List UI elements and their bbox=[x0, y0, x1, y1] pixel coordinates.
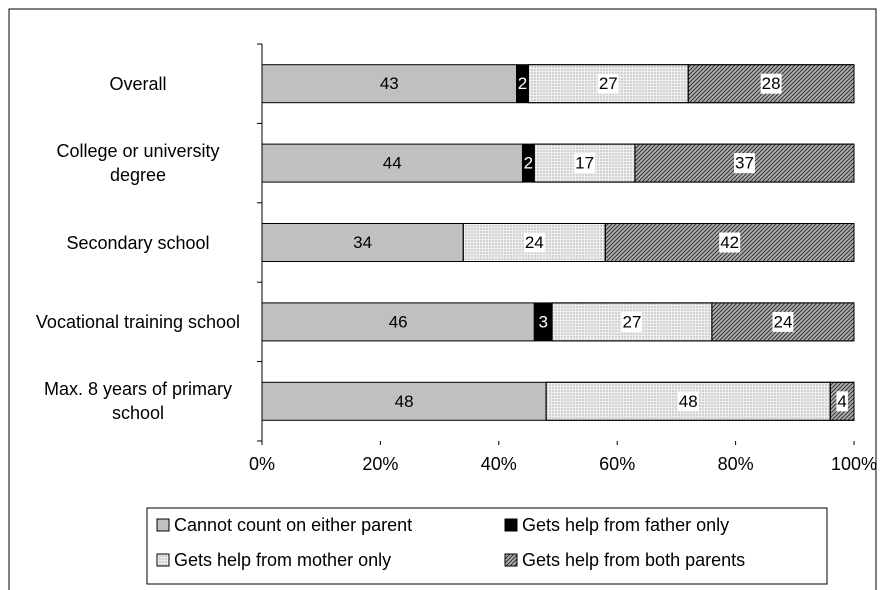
data-label: 2 bbox=[524, 154, 533, 173]
x-tick-label: 40% bbox=[481, 454, 517, 474]
x-tick-label: 60% bbox=[599, 454, 635, 474]
y-tick-label: Vocational training school bbox=[35, 311, 241, 332]
data-label-bg bbox=[772, 311, 794, 332]
data-label: 24 bbox=[773, 312, 792, 331]
frame bbox=[8, 8, 877, 590]
data-label: 27 bbox=[623, 312, 642, 331]
data-label: 2 bbox=[518, 74, 527, 93]
legend-swatch-pattern bbox=[504, 553, 518, 567]
x-tick-label: 20% bbox=[362, 454, 398, 474]
data-label: 3 bbox=[538, 312, 547, 331]
data-label: 42 bbox=[720, 233, 739, 252]
data-label: 24 bbox=[525, 233, 544, 252]
data-label-bg bbox=[523, 232, 545, 253]
data-label-bg bbox=[734, 153, 755, 174]
data-label: 44 bbox=[383, 154, 402, 173]
data-label: 4 bbox=[837, 392, 846, 411]
y-tick-label: Secondary school bbox=[66, 232, 210, 253]
data-label-bg bbox=[621, 311, 643, 332]
legend-box bbox=[146, 507, 828, 585]
data-label-bg bbox=[597, 73, 619, 94]
data-label: 34 bbox=[353, 233, 372, 252]
legend-label: Cannot count on either parent bbox=[174, 515, 412, 535]
data-label-bg bbox=[760, 73, 782, 94]
x-tick-label: 100% bbox=[831, 454, 877, 474]
data-label-bg bbox=[836, 391, 848, 412]
x-tick-label: 0% bbox=[249, 454, 275, 474]
data-label: 43 bbox=[380, 74, 399, 93]
data-label: 48 bbox=[679, 392, 698, 411]
data-label: 28 bbox=[762, 74, 781, 93]
legend-label: Gets help from father only bbox=[522, 515, 729, 535]
data-label: 48 bbox=[395, 392, 414, 411]
y-tick-label: Max. 8 years of primary school bbox=[43, 379, 233, 424]
bar-segment bbox=[634, 143, 855, 183]
bar-segment bbox=[261, 302, 535, 342]
data-label-bg bbox=[719, 232, 741, 253]
legend-label: Gets help from both parents bbox=[522, 550, 745, 570]
y-tick-label: College or university degree bbox=[56, 141, 220, 186]
y-tick-label: Overall bbox=[109, 73, 167, 94]
legend-swatch bbox=[156, 518, 170, 532]
legend-swatch bbox=[504, 518, 518, 532]
legend-label: Gets help from mother only bbox=[174, 550, 391, 570]
data-label-bg bbox=[677, 391, 699, 412]
data-label: 46 bbox=[389, 312, 408, 331]
x-tick-label: 80% bbox=[718, 454, 754, 474]
legend-swatch-pattern bbox=[156, 553, 170, 567]
data-label: 37 bbox=[735, 154, 754, 173]
data-label: 17 bbox=[575, 154, 594, 173]
bar-segment bbox=[711, 302, 855, 342]
data-label-bg bbox=[574, 153, 596, 174]
data-label: 27 bbox=[599, 74, 618, 93]
